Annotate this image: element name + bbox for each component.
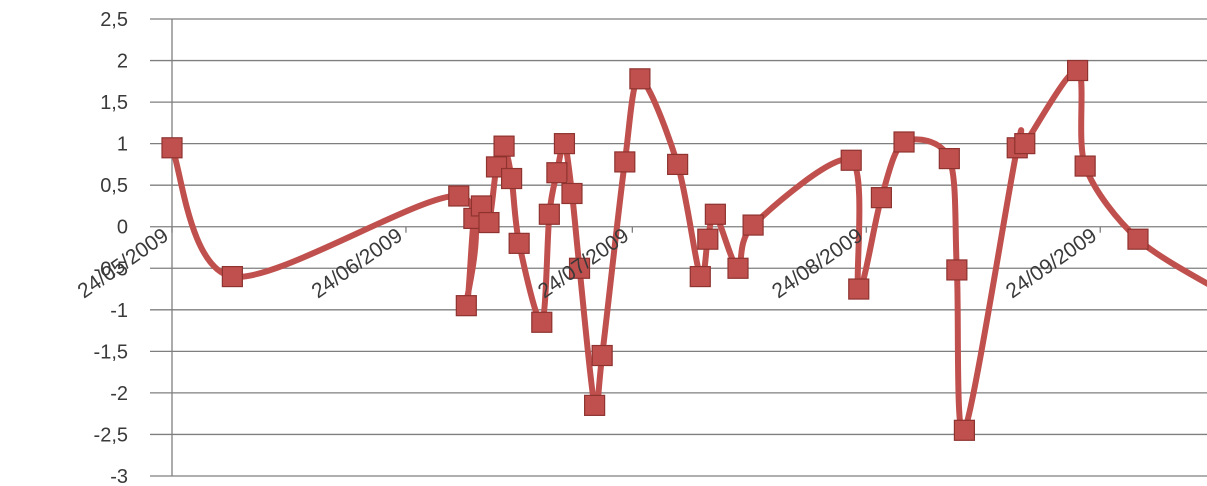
x-tick-marks [171,226,1101,233]
data-point-marker [629,68,651,90]
data-point-marker [727,257,749,279]
data-point-marker [946,259,968,281]
x-tick-label: 24/09/2009 [1002,224,1101,303]
data-point-marker [1127,228,1149,250]
data-point-marker [848,278,870,300]
data-point-marker [553,133,576,155]
y-tick-label: 2,5 [100,9,128,31]
data-point-marker [501,167,523,190]
data-point-marker [531,311,553,333]
data-point-marker [893,131,915,153]
data-point-marker [568,257,591,279]
data-point-marker [953,419,976,441]
y-tick-label: 1 [117,134,128,156]
data-point-marker [455,295,477,317]
y-tick-label: -3 [110,466,128,486]
y-tick-label: -2 [110,383,128,405]
data-point-marker [161,137,183,159]
y-axis-ticks: 2,5 2 1,5 1 0,5 0 -0,5 -1 -1,5 -2 -2,5 -3 [94,9,128,486]
y-tick-label: 0 [117,217,128,239]
data-point-marker [1074,155,1096,177]
data-point-marker [870,187,892,209]
data-point-marker [1014,133,1036,155]
data-point-marker [742,214,764,236]
data-point-marker [704,203,726,225]
data-point-marker [538,203,560,225]
data-point-marker [493,135,515,157]
data-point-marker [478,211,500,234]
data-point-marker [448,185,470,207]
marker-layer [161,59,1149,441]
y-tick-label: 1,5 [100,92,128,114]
y-tick-label: -1 [110,300,128,322]
data-point-marker [584,394,606,416]
data-point-marker [561,182,583,205]
data-point-marker [546,162,568,184]
data-point-marker [938,147,960,170]
y-tick-label: 0,5 [100,175,128,197]
y-tick-label: -2,5 [94,424,128,446]
data-point-marker [667,153,689,176]
data-point-marker [591,344,613,367]
data-point-marker [840,149,862,171]
data-point-marker [697,228,719,250]
data-point-marker [508,232,530,254]
data-point-marker [614,151,636,173]
data-point-marker [689,265,711,288]
y-tick-label: 2 [117,51,128,73]
gridlines [150,18,1207,477]
data-point-marker [221,265,243,288]
y-tick-label: -1,5 [94,341,128,363]
y-tick-label: -0,5 [94,258,128,280]
data-point-marker [1067,59,1089,82]
